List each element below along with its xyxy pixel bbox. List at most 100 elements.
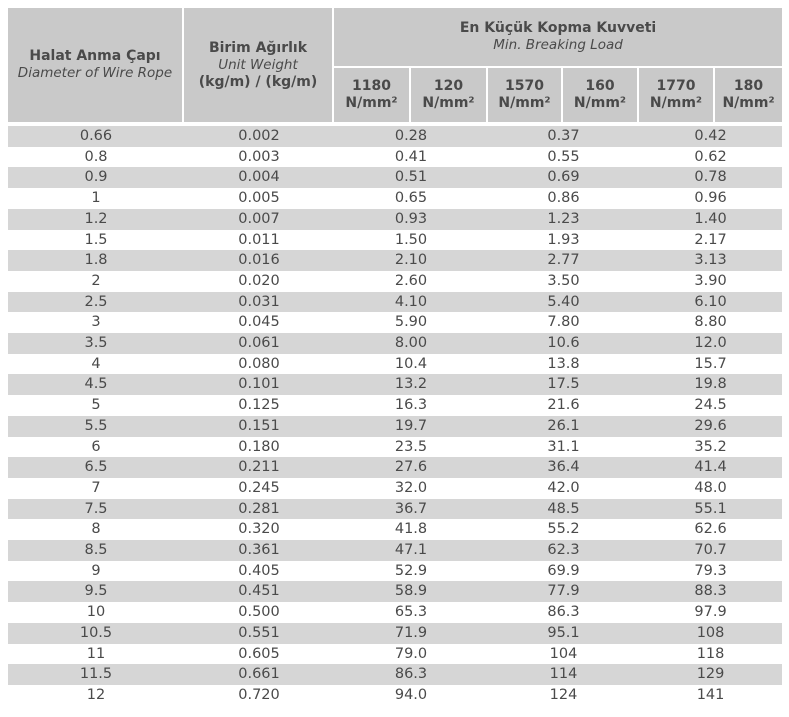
table-row: 11 0.605 79.0 104 118 xyxy=(8,643,783,665)
cell-diameter: 4 xyxy=(8,353,184,375)
cell-load-1770: 0.62 xyxy=(639,146,783,168)
cell-load-1770: 41.4 xyxy=(639,457,783,478)
cell-load-1770: 19.8 xyxy=(639,374,783,396)
cell-unit-weight: 0.605 xyxy=(184,643,334,665)
table-row: 2 0.020 2.60 3.50 3.90 xyxy=(8,270,783,292)
cell-load-1570: 124 xyxy=(488,684,639,706)
cell-diameter: 9.5 xyxy=(8,581,184,603)
cell-unit-weight: 0.180 xyxy=(184,436,334,458)
cell-load-1180: 0.93 xyxy=(334,208,488,230)
cell-load-1570: 21.6 xyxy=(488,395,639,416)
header-diameter-title: Halat Anma Çapı xyxy=(29,48,161,64)
table-row: 1.8 0.016 2.10 2.77 3.13 xyxy=(8,250,783,271)
cell-load-1180: 8.00 xyxy=(334,333,488,354)
cell-unit-weight: 0.080 xyxy=(184,353,334,375)
cell-load-1570: 10.6 xyxy=(488,333,639,354)
header-strength-160: 160 N/mm² xyxy=(563,68,639,124)
header-unit-weight-title: Birim Ağırlık xyxy=(208,39,308,56)
cell-load-1770: 35.2 xyxy=(639,436,783,458)
cell-load-1180: 79.0 xyxy=(334,643,488,665)
cell-load-1570: 69.9 xyxy=(488,560,639,582)
wire-rope-table: Halat Anma Çapı Diameter of Wire Rope Bi… xyxy=(8,8,783,706)
table-row: 6 0.180 23.5 31.1 35.2 xyxy=(8,436,783,458)
cell-load-1770: 2.17 xyxy=(639,229,783,251)
cell-unit-weight: 0.211 xyxy=(184,457,334,478)
cell-load-1770: 88.3 xyxy=(639,581,783,603)
cell-unit-weight: 0.500 xyxy=(184,602,334,623)
cell-unit-weight: 0.101 xyxy=(184,374,334,396)
cell-diameter: 1.2 xyxy=(8,208,184,230)
header-strength-1570: 1570 N/mm² xyxy=(488,68,563,124)
table-row: 7 0.245 32.0 42.0 48.0 xyxy=(8,477,783,499)
cell-load-1180: 0.65 xyxy=(334,188,488,209)
cell-load-1770: 12.0 xyxy=(639,333,783,354)
cell-load-1570: 95.1 xyxy=(488,622,639,644)
cell-load-1770: 48.0 xyxy=(639,477,783,499)
cell-load-1570: 114 xyxy=(488,664,639,685)
cell-load-1770: 108 xyxy=(639,622,783,644)
cell-load-1770: 0.42 xyxy=(639,126,783,147)
cell-unit-weight: 0.361 xyxy=(184,540,334,561)
table-row: 3 0.045 5.90 7.80 8.80 xyxy=(8,312,783,334)
cell-load-1770: 3.13 xyxy=(639,250,783,271)
cell-diameter: 6 xyxy=(8,436,184,458)
cell-load-1570: 86.3 xyxy=(488,602,639,623)
cell-load-1180: 19.7 xyxy=(334,415,488,437)
header-strength-180: 180 N/mm² xyxy=(715,68,783,124)
table-row: 0.66 0.002 0.28 0.37 0.42 xyxy=(8,126,783,147)
cell-unit-weight: 0.061 xyxy=(184,333,334,354)
cell-load-1180: 94.0 xyxy=(334,684,488,706)
cell-diameter: 4.5 xyxy=(8,374,184,396)
cell-load-1570: 42.0 xyxy=(488,477,639,499)
cell-load-1570: 3.50 xyxy=(488,270,639,292)
table-row: 8.5 0.361 47.1 62.3 70.7 xyxy=(8,540,783,561)
cell-load-1570: 0.69 xyxy=(488,167,639,189)
cell-load-1180: 0.28 xyxy=(334,126,488,147)
table-row: 1.5 0.011 1.50 1.93 2.17 xyxy=(8,229,783,251)
cell-load-1770: 8.80 xyxy=(639,312,783,334)
cell-load-1180: 0.41 xyxy=(334,146,488,168)
cell-load-1180: 86.3 xyxy=(334,664,488,685)
cell-load-1770: 79.3 xyxy=(639,560,783,582)
cell-load-1180: 2.60 xyxy=(334,270,488,292)
cell-load-1180: 36.7 xyxy=(334,498,488,520)
cell-load-1770: 62.6 xyxy=(639,519,783,541)
cell-unit-weight: 0.020 xyxy=(184,270,334,292)
cell-unit-weight: 0.003 xyxy=(184,146,334,168)
table-row: 12 0.720 94.0 124 141 xyxy=(8,684,783,706)
table-row: 3.5 0.061 8.00 10.6 12.0 xyxy=(8,333,783,354)
cell-unit-weight: 0.320 xyxy=(184,519,334,541)
cell-load-1570: 26.1 xyxy=(488,415,639,437)
cell-diameter: 7.5 xyxy=(8,498,184,520)
cell-unit-weight: 0.016 xyxy=(184,250,334,271)
cell-load-1180: 58.9 xyxy=(334,581,488,603)
cell-diameter: 0.66 xyxy=(8,126,184,147)
cell-unit-weight: 0.031 xyxy=(184,291,334,313)
cell-load-1770: 0.96 xyxy=(639,188,783,209)
cell-load-1180: 71.9 xyxy=(334,622,488,644)
cell-load-1570: 62.3 xyxy=(488,540,639,561)
header-strength-1770: 1770 N/mm² xyxy=(639,68,715,124)
cell-load-1770: 3.90 xyxy=(639,270,783,292)
table-row: 10.5 0.551 71.9 95.1 108 xyxy=(8,622,783,644)
header-diameter-subtitle: Diameter of Wire Rope xyxy=(17,65,173,81)
table-row: 11.5 0.661 86.3 114 129 xyxy=(8,664,783,685)
wire-rope-table-container: Halat Anma Çapı Diameter of Wire Rope Bi… xyxy=(8,8,783,706)
cell-load-1570: 0.86 xyxy=(488,188,639,209)
header-breaking-load: En Küçük Kopma Kuvveti Min. Breaking Loa… xyxy=(334,8,783,68)
cell-load-1570: 48.5 xyxy=(488,498,639,520)
cell-unit-weight: 0.245 xyxy=(184,477,334,499)
cell-load-1180: 47.1 xyxy=(334,540,488,561)
cell-unit-weight: 0.281 xyxy=(184,498,334,520)
table-row: 9.5 0.451 58.9 77.9 88.3 xyxy=(8,581,783,603)
cell-load-1570: 1.93 xyxy=(488,229,639,251)
cell-load-1770: 24.5 xyxy=(639,395,783,416)
cell-load-1180: 23.5 xyxy=(334,436,488,458)
table-row: 1 0.005 0.65 0.86 0.96 xyxy=(8,188,783,209)
cell-unit-weight: 0.004 xyxy=(184,167,334,189)
table-row: 8 0.320 41.8 55.2 62.6 xyxy=(8,519,783,541)
cell-diameter: 0.8 xyxy=(8,146,184,168)
table-row: 9 0.405 52.9 69.9 79.3 xyxy=(8,560,783,582)
cell-unit-weight: 0.007 xyxy=(184,208,334,230)
cell-load-1180: 2.10 xyxy=(334,250,488,271)
